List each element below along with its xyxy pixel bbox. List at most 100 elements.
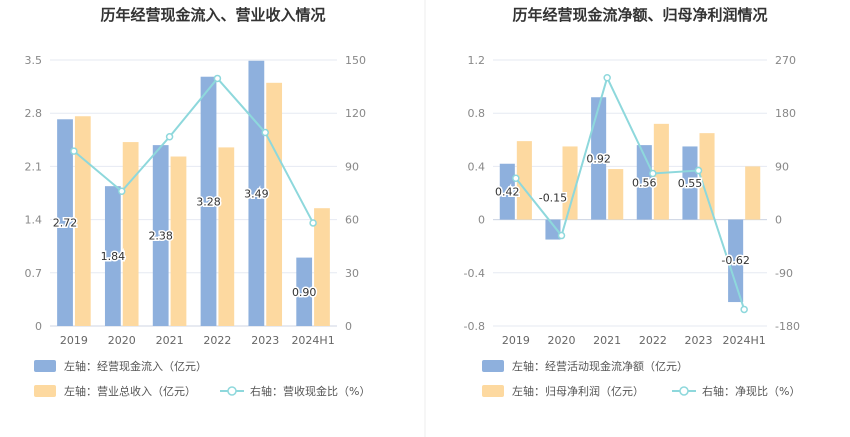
bar-data-label: 2.38 <box>148 230 173 243</box>
bar-data-label: 0.92 <box>586 152 611 165</box>
line-point <box>557 231 566 240</box>
right-axis-tick: 150 <box>345 54 366 67</box>
left-axis-tick: -0.8 <box>464 320 485 333</box>
line-point <box>694 166 703 175</box>
bar-secondary <box>699 133 715 220</box>
left-axis-tick: 0.4 <box>468 160 486 173</box>
bar-primary <box>728 219 744 303</box>
right-axis-tick: 270 <box>775 54 796 67</box>
bar-secondary <box>562 146 578 220</box>
legend-label: 左轴：经营活动现金流净额（亿元） <box>512 359 688 373</box>
legend-label: 右轴：营收现金比（%） <box>250 384 370 398</box>
bar-secondary <box>74 116 91 327</box>
right-axis-tick: 120 <box>345 107 366 120</box>
legend-label: 左轴：经营现金流入（亿元） <box>64 359 207 373</box>
bar-primary <box>152 145 169 326</box>
bar-data-label: 0.42 <box>495 186 520 199</box>
x-axis-tick: 2021 <box>593 334 621 347</box>
chart-panel-2: 历年经营现金流净额、归母净利润情况 -0.8 -0.4 0 0.4 0.8 1.2 -180 -… <box>464 6 801 398</box>
line-point <box>309 219 317 227</box>
bar-primary <box>591 97 607 220</box>
legend-label: 左轴：归母净利润（亿元） <box>512 384 644 398</box>
line-point <box>603 73 611 82</box>
bar-primary <box>57 119 73 326</box>
bar-secondary <box>122 142 139 326</box>
line-point <box>70 147 78 155</box>
bar-primary <box>499 163 515 220</box>
right-axis-tick: 180 <box>775 107 796 120</box>
bar-data-label: 1.84 <box>101 250 126 263</box>
chart-title: 历年经营现金流入、营业收入情况 <box>100 6 325 24</box>
x-axis-tick: 2019 <box>502 334 530 347</box>
bar-data-label: 3.28 <box>196 195 221 208</box>
line-point <box>118 187 126 195</box>
legend-line-marker <box>227 386 237 396</box>
left-axis-tick: 0.8 <box>468 107 486 120</box>
line-point <box>512 174 520 182</box>
line-point <box>649 169 657 178</box>
left-axis-tick: 0 <box>35 320 42 333</box>
bar-primary <box>682 146 698 220</box>
line-point <box>740 305 748 314</box>
right-axis-tick: 90 <box>775 160 789 173</box>
line-series <box>515 74 746 310</box>
left-axis-tick: 2.8 <box>25 107 43 120</box>
right-axis-tick: 0 <box>775 214 782 227</box>
legend-bar-swatch <box>482 360 504 372</box>
left-axis-tick: 0 <box>478 214 485 227</box>
right-axis-tick: -180 <box>775 320 800 333</box>
right-axis-tick: -90 <box>775 267 793 280</box>
bar-secondary <box>745 166 761 220</box>
bar-data-label: -0.15 <box>539 192 567 205</box>
x-axis-tick: 2021 <box>156 334 184 347</box>
bar-secondary <box>608 169 624 220</box>
x-axis-tick: 2024H1 <box>723 334 766 347</box>
left-axis-tick: 1.2 <box>468 54 486 67</box>
legend-label: 右轴：净现比（%） <box>702 384 800 398</box>
bar-secondary <box>266 82 283 326</box>
bar-data-label: 3.49 <box>244 187 269 200</box>
legend-bar-swatch <box>34 360 56 372</box>
left-axis-tick: 0.7 <box>25 267 43 280</box>
bar-secondary <box>170 156 187 326</box>
chart-panel-1: 历年经营现金流入、营业收入情况 0 0.7 1.4 2.1 2.8 3.5 0 30 60 90 12… <box>25 6 371 398</box>
line-series <box>73 76 314 224</box>
bar-secondary <box>516 141 532 220</box>
legend-bar-swatch <box>482 385 504 397</box>
x-axis-tick: 2023 <box>685 334 713 347</box>
x-axis-tick: 2023 <box>251 334 279 347</box>
chart-title: 历年经营现金流净额、归母净利润情况 <box>512 6 767 24</box>
left-axis-tick: 2.1 <box>25 160 43 173</box>
x-axis-tick: 2022 <box>203 334 231 347</box>
legend-line-marker <box>679 386 689 396</box>
x-axis-tick: 2020 <box>108 334 136 347</box>
bar-primary <box>200 76 217 326</box>
bar-secondary <box>314 208 330 326</box>
left-axis-tick: 1.4 <box>25 214 43 227</box>
bar-primary <box>545 219 561 240</box>
bar-data-label: 0.55 <box>678 177 703 190</box>
line-point <box>213 74 222 83</box>
right-axis-tick: 30 <box>345 267 359 280</box>
right-axis-tick: 0 <box>345 320 352 333</box>
bar-data-label: 0.90 <box>292 286 317 299</box>
x-axis-tick: 2020 <box>548 334 576 347</box>
right-axis-tick: 60 <box>345 214 359 227</box>
legend-label: 左轴：营业总收入（亿元） <box>64 384 196 398</box>
bar-secondary <box>653 123 669 220</box>
left-axis-tick: -0.4 <box>464 267 485 280</box>
left-axis-tick: 3.5 <box>25 54 43 67</box>
line-point <box>165 133 174 141</box>
bar-data-label: 2.72 <box>53 217 78 230</box>
x-axis-tick: 2024H1 <box>291 334 334 347</box>
line-point <box>261 128 269 137</box>
bar-secondary <box>218 147 235 326</box>
bar-primary <box>104 186 121 326</box>
bar-data-label: -0.62 <box>721 254 749 267</box>
bar-data-label: 0.56 <box>632 176 657 189</box>
right-axis-tick: 90 <box>345 160 359 173</box>
x-axis-tick: 2022 <box>639 334 667 347</box>
bar-primary <box>296 257 313 326</box>
